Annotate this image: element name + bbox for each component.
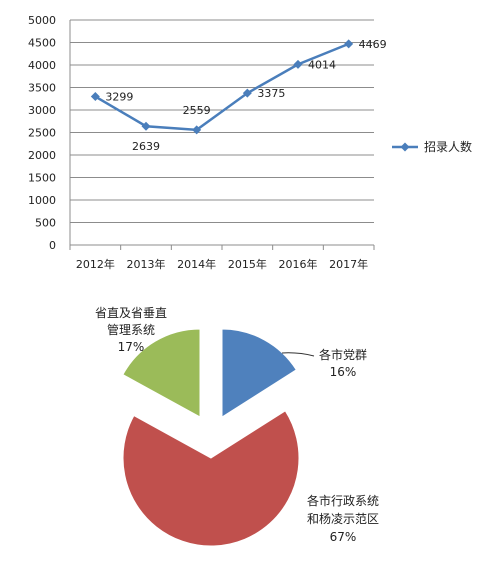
pie-slice [122,328,201,418]
pie-label-pct: 16% [330,365,357,379]
x-tick-label: 2012年 [76,257,115,271]
y-tick-label: 3000 [28,104,56,117]
x-tick-label: 2016年 [279,257,318,271]
data-label: 2639 [132,140,160,153]
data-point-marker [242,88,252,98]
data-label: 4469 [359,38,387,51]
x-tick-label: 2014年 [177,257,216,271]
x-tick-label: 2015年 [228,257,267,271]
pie-slice [122,410,300,547]
data-point-marker [344,39,354,49]
x-tick-label: 2013年 [127,257,166,271]
y-tick-label: 2000 [28,149,56,162]
data-point-marker [293,59,303,69]
pie-label: 各市党群 [319,347,367,362]
legend-marker [400,142,410,152]
data-label: 3375 [257,87,285,100]
data-label: 2559 [183,104,211,117]
legend-label: 招录人数 [424,139,472,154]
y-tick-label: 1500 [28,172,56,185]
line-chart: 0 500 1000 1500 2000 2500 3000 3500 4000 4500 5000… [28,14,472,271]
y-tick-label: 500 [35,217,56,230]
y-tick-label: 0 [49,239,56,252]
data-label: 4014 [308,58,336,71]
data-point-marker [90,92,100,102]
data-point-marker [141,121,151,131]
y-tick-label: 1000 [28,194,56,207]
series-line-zhaolu-renshu [94,42,350,132]
pie-label: 和杨凌示范区 [307,511,379,526]
data-label: 3299 [105,91,133,104]
pie-label: 管理系统 [107,322,155,337]
y-tick-label: 4500 [28,37,56,50]
y-tick-label: 5000 [28,14,56,27]
y-tick-label: 2500 [28,127,56,140]
pie-label: 省直及省垂直 [95,306,167,320]
y-tick-label: 3500 [28,82,56,95]
pie-label-pct: 17% [118,340,145,354]
data-point-marker [192,125,202,135]
pie-label-pct: 67% [330,530,357,544]
x-tick-label: 2017年 [329,257,368,271]
y-tick-label: 4000 [28,59,56,72]
pie-label: 各市行政系统 [307,493,379,508]
pie-slice [221,328,297,418]
leader-line [281,352,315,357]
